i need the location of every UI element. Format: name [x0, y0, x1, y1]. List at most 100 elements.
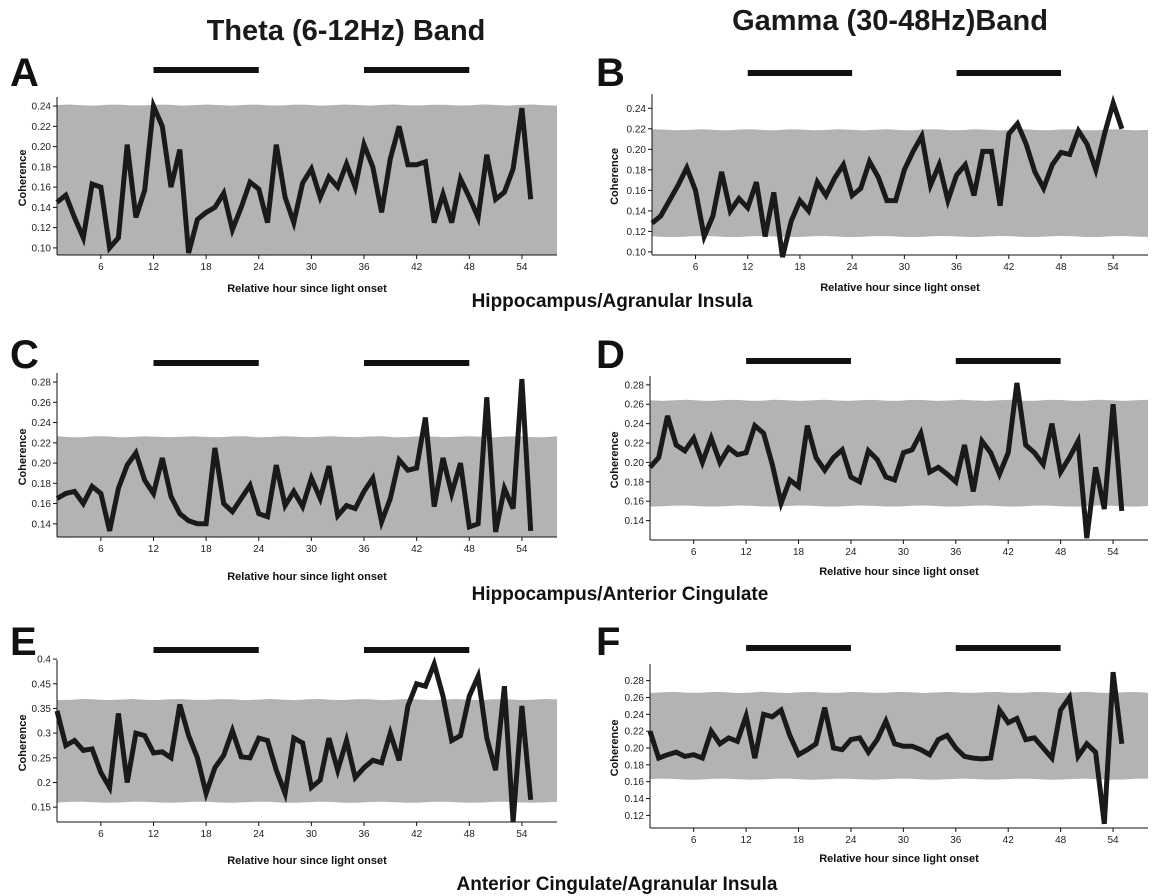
y-tick-label: 0.18: [625, 477, 645, 488]
x-axis-label: Relative hour since light onset: [819, 853, 979, 865]
x-tick-label: 12: [742, 262, 754, 273]
y-tick-label: 0.24: [32, 418, 52, 429]
y-tick-label: 0.22: [627, 124, 647, 135]
x-tick-label: 24: [845, 547, 857, 558]
x-tick-label: 6: [693, 262, 699, 273]
x-tick-label: 6: [691, 835, 697, 846]
y-tick-label: 0.12: [32, 223, 52, 234]
row-label-hippocampus-agranular-insula: Hippocampus/Agranular Insula: [472, 291, 753, 312]
x-tick-label: 54: [1108, 262, 1120, 273]
x-tick-label: 42: [1003, 547, 1015, 558]
x-tick-label: 18: [793, 835, 805, 846]
x-axis-label: Relative hour since light onset: [819, 566, 979, 578]
y-tick-label: 0.24: [627, 104, 647, 115]
x-tick-label: 12: [148, 262, 160, 273]
y-tick-label: 0.24: [625, 710, 645, 721]
y-tick-label: 0.14: [32, 203, 52, 214]
panel-letter: D: [596, 333, 625, 377]
dark-period-bar: [364, 67, 470, 73]
y-tick-label: 0.16: [32, 499, 52, 510]
dark-period-bar: [746, 358, 851, 364]
panel-letter: B: [596, 51, 625, 95]
y-axis-label: Coherence: [17, 429, 29, 486]
x-tick-label: 6: [691, 547, 697, 558]
x-tick-label: 42: [411, 829, 423, 840]
dark-period-bar: [364, 647, 470, 653]
x-tick-label: 48: [1055, 835, 1067, 846]
x-tick-label: 42: [411, 544, 423, 555]
x-tick-label: 12: [148, 544, 160, 555]
dark-period-bar: [747, 70, 853, 76]
y-tick-label: 0.18: [625, 760, 645, 771]
y-tick-label: 0.14: [627, 206, 647, 217]
y-tick-label: 0.2: [37, 778, 51, 789]
row-label-hippocampus-anterior-cingulate: Hippocampus/Anterior Cingulate: [472, 584, 769, 605]
y-tick-label: 0.45: [32, 679, 52, 690]
x-tick-label: 42: [1003, 835, 1015, 846]
dark-period-bar: [153, 67, 259, 73]
x-tick-label: 30: [898, 835, 910, 846]
y-tick-label: 0.12: [627, 227, 647, 238]
x-tick-label: 36: [950, 547, 962, 558]
confidence-band: [57, 699, 557, 803]
x-tick-label: 24: [845, 835, 857, 846]
x-tick-label: 6: [98, 544, 104, 555]
x-tick-label: 42: [411, 262, 423, 273]
x-tick-label: 18: [201, 829, 213, 840]
y-tick-label: 0.20: [627, 145, 647, 156]
column-title-theta: Theta (6-12Hz) Band: [207, 15, 486, 47]
y-tick-label: 0.18: [627, 165, 647, 176]
y-tick-label: 0.26: [32, 398, 52, 409]
panel-a: A 0.10 0.12 0.14 0.16 0.18 0.20 0.22 0.24 6 12 18 24…: [10, 51, 557, 295]
panel-letter: F: [596, 620, 620, 664]
panel-b: B 0.10 0.12 0.14 0.16 0.18 0.20 0.22 0.24 6 12 18 24…: [596, 51, 1148, 294]
x-tick-label: 12: [741, 547, 753, 558]
x-tick-label: 30: [899, 262, 911, 273]
x-tick-label: 6: [98, 262, 104, 273]
row-label-anterior-cingulate-agranular-insula: Anterior Cingulate/Agranular Insula: [457, 874, 778, 895]
panel-c: C 0.14 0.16 0.18 0.20 0.22 0.24 0.26 0.28 6 12 18 24…: [10, 333, 557, 583]
y-tick-label: 0.28: [625, 380, 645, 391]
x-tick-label: 12: [148, 829, 160, 840]
dark-period-bar: [153, 360, 259, 366]
x-tick-label: 24: [253, 544, 265, 555]
y-tick-label: 0.24: [32, 102, 52, 113]
y-tick-label: 0.22: [32, 438, 52, 449]
x-tick-label: 18: [793, 547, 805, 558]
dark-period-bar: [153, 647, 259, 653]
x-tick-label: 54: [1107, 835, 1119, 846]
x-tick-label: 12: [741, 835, 753, 846]
y-tick-label: 0.18: [32, 162, 52, 173]
panels-group: A 0.10 0.12 0.14 0.16 0.18 0.20 0.22 0.24 6 12 18 24…: [10, 51, 1148, 867]
y-tick-label: 0.28: [625, 676, 645, 687]
x-axis-label: Relative hour since light onset: [227, 283, 387, 295]
x-tick-label: 54: [516, 544, 528, 555]
column-title-gamma: Gamma (30-48Hz)Band: [732, 5, 1048, 37]
y-tick-label: 0.14: [625, 794, 645, 805]
x-tick-label: 24: [253, 829, 265, 840]
x-tick-label: 54: [516, 829, 528, 840]
x-tick-label: 30: [898, 547, 910, 558]
x-tick-label: 18: [794, 262, 806, 273]
x-tick-label: 24: [847, 262, 859, 273]
y-tick-label: 0.18: [32, 479, 52, 490]
y-tick-label: 0.16: [32, 183, 52, 194]
x-tick-label: 30: [306, 262, 318, 273]
x-tick-label: 36: [950, 835, 962, 846]
x-tick-label: 54: [1107, 547, 1119, 558]
y-tick-label: 0.3: [37, 729, 51, 740]
panel-f: F 0.12 0.14 0.16 0.18 0.20 0.22 0.24 0.26 0.28 6 12…: [596, 620, 1148, 865]
y-tick-label: 0.22: [625, 727, 645, 738]
y-axis-label: Coherence: [17, 150, 29, 207]
y-tick-label: 0.14: [625, 516, 645, 527]
x-axis-label: Relative hour since light onset: [227, 855, 387, 867]
panel-e: E 0.15 0.2 0.25 0.3 0.35 0.45 0.4 6 12 18 24 30 36 42 4…: [10, 620, 557, 867]
panel-letter: A: [10, 51, 39, 95]
y-tick-label: 0.22: [32, 122, 52, 133]
dark-period-bar: [364, 360, 470, 366]
panel-letter: C: [10, 333, 39, 377]
x-tick-label: 36: [358, 829, 370, 840]
x-tick-label: 18: [201, 544, 213, 555]
x-tick-label: 24: [253, 262, 265, 273]
